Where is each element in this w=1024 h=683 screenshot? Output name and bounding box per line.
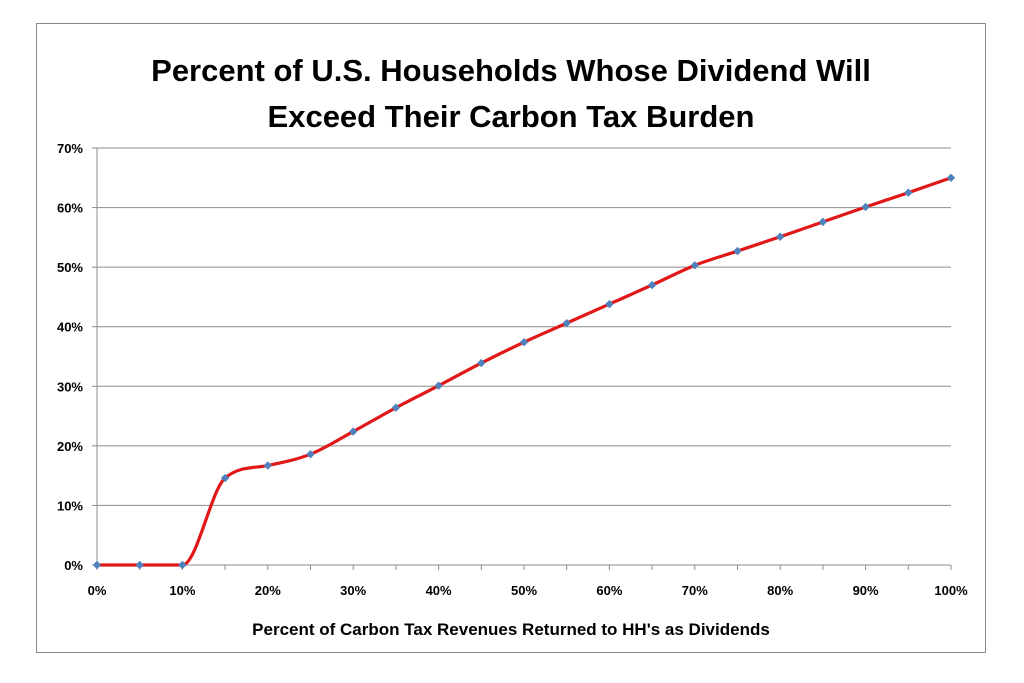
y-tick-label: 20% (57, 439, 83, 454)
x-tick-label: 40% (426, 583, 452, 598)
x-axis-label: Percent of Carbon Tax Revenues Returned … (252, 620, 770, 639)
x-tick-label: 90% (853, 583, 879, 598)
x-tick-label: 20% (255, 583, 281, 598)
chart-title: Percent of U.S. Households Whose Dividen… (36, 48, 986, 140)
data-point (647, 280, 657, 290)
x-tick-label: 0% (88, 583, 107, 598)
data-point (477, 358, 486, 368)
series-line (95, 176, 953, 567)
series-group (92, 173, 956, 570)
axes (92, 147, 952, 570)
y-tick-label: 50% (57, 260, 83, 275)
x-tick-label: 10% (169, 583, 195, 598)
y-tick-label: 0% (64, 558, 83, 573)
chart-title-line-2: Exceed Their Carbon Tax Burden (267, 99, 755, 134)
data-point (391, 403, 401, 412)
data-point (690, 261, 699, 270)
y-tick-label: 10% (57, 498, 83, 513)
data-point (818, 217, 828, 227)
x-tick-label: 80% (767, 583, 793, 598)
y-axis-ticks: 0% 10% 20% 30% 40% 50% 60% 70% (57, 141, 83, 573)
y-tick-label: 40% (57, 320, 83, 335)
x-tick-label: 30% (340, 583, 366, 598)
data-point (605, 299, 614, 309)
data-point (562, 318, 571, 328)
data-point (178, 560, 187, 570)
data-point (861, 202, 870, 212)
y-tick-label: 70% (57, 141, 83, 156)
y-tick-label: 30% (57, 379, 83, 394)
data-point (220, 473, 230, 483)
x-tick-label: 70% (682, 583, 708, 598)
data-point (135, 560, 144, 570)
x-axis-ticks: 0% 10% 20% 30% 40% 50% 60% 70% 80% 90% 100% (88, 583, 968, 598)
data-point (263, 461, 272, 470)
x-tick-label: 60% (596, 583, 622, 598)
y-tick-label: 60% (57, 201, 83, 216)
data-point (92, 560, 102, 570)
data-point (776, 232, 785, 241)
data-point (733, 246, 742, 256)
data-point (306, 449, 315, 459)
data-point (904, 188, 913, 197)
x-tick-label: 100% (934, 583, 968, 598)
x-tick-label: 50% (511, 583, 537, 598)
data-point (519, 338, 529, 347)
data-point (349, 427, 358, 436)
data-point (434, 381, 443, 390)
gridlines (97, 147, 951, 506)
chart-title-line-1: Percent of U.S. Households Whose Dividen… (151, 53, 871, 88)
data-point (946, 173, 956, 182)
